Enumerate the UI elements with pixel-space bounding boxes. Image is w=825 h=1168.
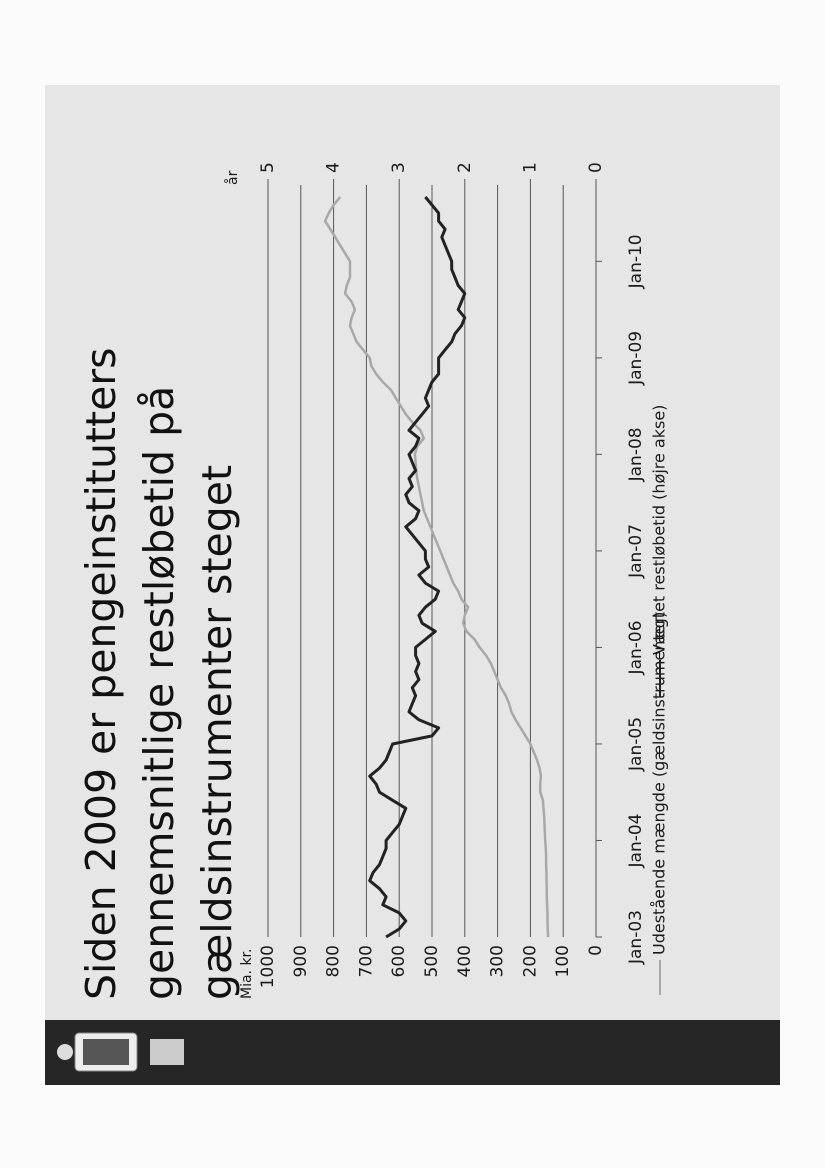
y2-tick-label: 0 bbox=[586, 162, 606, 173]
logo-badge bbox=[150, 1039, 184, 1065]
y-tick-label: 900 bbox=[291, 945, 311, 977]
y-tick-label: 200 bbox=[520, 945, 540, 977]
x-tick-label: Jan-04 bbox=[626, 813, 646, 868]
y-tick-label: 500 bbox=[422, 945, 442, 977]
y2-axis-title: år bbox=[224, 170, 241, 185]
slide: Siden 2009 er pengeinstitutters gennemsn… bbox=[45, 85, 780, 1085]
title-line: gældsinstrumenter steget bbox=[193, 465, 241, 1000]
y-tick-label: 800 bbox=[324, 945, 344, 977]
x-tick-label: Jan-05 bbox=[626, 717, 646, 772]
y-tick-label: 0 bbox=[586, 945, 606, 956]
x-tick-label: Jan-03 bbox=[626, 910, 646, 965]
y-tick-label: 300 bbox=[488, 945, 508, 977]
x-tick-label: Jan-08 bbox=[626, 427, 646, 482]
y2-tick-label: 5 bbox=[258, 162, 278, 173]
title-line: gennemsnitlige restløbetid på bbox=[135, 386, 183, 1000]
series-line bbox=[368, 196, 467, 939]
series-line bbox=[323, 196, 550, 938]
y2-tick-label: 2 bbox=[455, 162, 475, 173]
y-tick-label: 400 bbox=[455, 945, 475, 977]
y-tick-label: 100 bbox=[553, 945, 573, 977]
x-tick-label: Jan-07 bbox=[626, 524, 646, 579]
y2-tick-label: 3 bbox=[389, 162, 409, 173]
y2-tick-label: 1 bbox=[520, 162, 540, 173]
side-band bbox=[45, 1020, 780, 1085]
x-tick-label: Jan-10 bbox=[626, 234, 646, 289]
y-tick-label: 1000 bbox=[258, 945, 278, 988]
logo-crown bbox=[57, 1044, 73, 1060]
x-tick-label: Jan-06 bbox=[626, 620, 646, 675]
legend-label: Udestående mængde (gældsinstrumenter) bbox=[650, 612, 669, 955]
y2-tick-label: 4 bbox=[324, 162, 344, 173]
y-tick-label: 700 bbox=[356, 945, 376, 977]
logo-inner bbox=[83, 1039, 129, 1065]
title-line: Siden 2009 er pengeinstitutters bbox=[77, 347, 125, 1000]
logo bbox=[57, 1032, 184, 1072]
legend-label: Vægtet restløbetid (højre akse) bbox=[650, 405, 669, 655]
y-tick-label: 600 bbox=[389, 945, 409, 977]
x-tick-label: Jan-09 bbox=[626, 331, 646, 386]
y-axis-title: Mia. kr. bbox=[239, 949, 255, 999]
